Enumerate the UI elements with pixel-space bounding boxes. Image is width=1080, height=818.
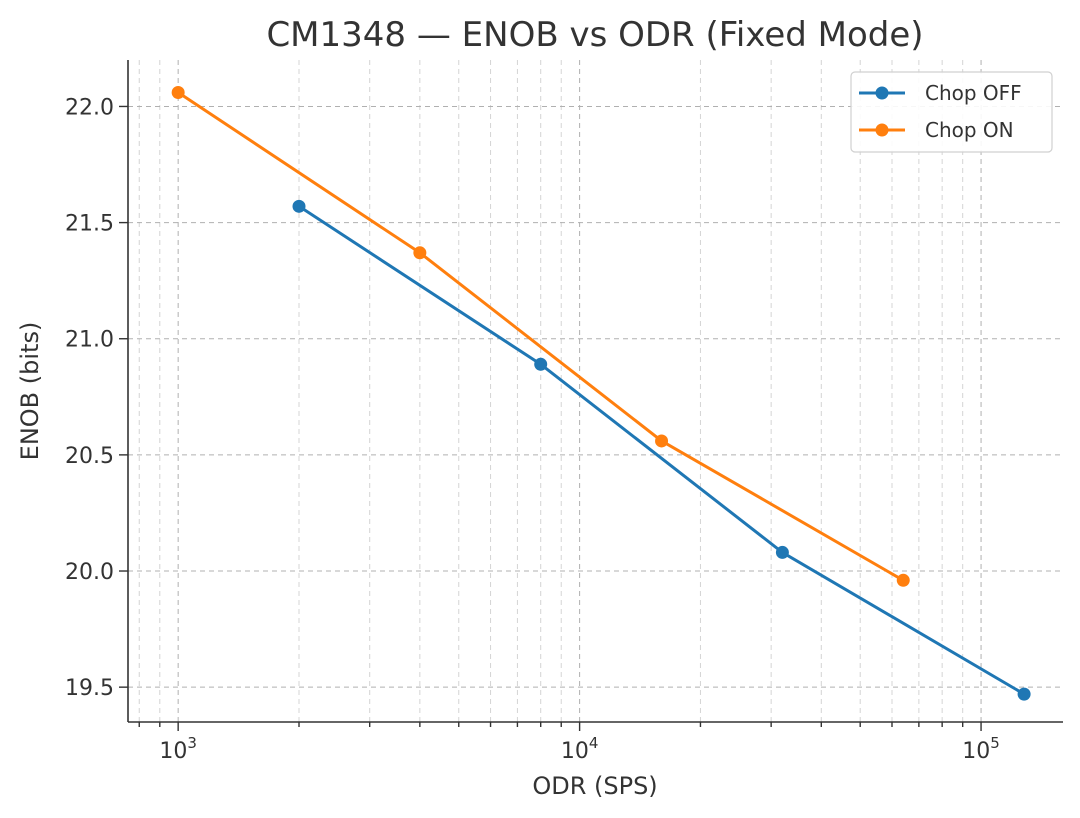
x-tick-label: 103 [159,734,197,764]
axes [127,60,1063,723]
data-point [775,545,789,559]
data-point [534,357,548,371]
legend: Chop OFF Chop ON [850,71,1053,153]
y-tick-label: 21.0 [65,328,114,353]
data-point [1017,687,1031,701]
data-point [413,246,427,260]
legend-label: Chop OFF [925,81,1022,105]
series-line [177,91,904,582]
y-tick-label: 20.5 [65,444,114,469]
series-0 [292,199,1031,701]
grid-lines [128,60,1063,722]
y-axis-ticks: 19.5 20.0 20.5 21.0 21.5 22.0 [65,95,128,701]
legend-swatch-marker [875,86,889,100]
series-1 [171,86,910,587]
x-tick-label: 104 [561,734,599,764]
data-point [292,199,306,213]
x-tick-label: 105 [962,734,1000,764]
data-series [171,86,1031,701]
y-axis-label: ENOB (bits) [16,322,44,461]
data-point [655,434,669,448]
chart-title: CM1348 — ENOB vs ODR (Fixed Mode) [266,15,923,55]
y-tick-label: 19.5 [65,676,114,701]
series-line [298,205,1025,696]
data-point [171,86,185,100]
x-axis-label: ODR (SPS) [532,772,657,800]
y-tick-label: 21.5 [65,212,114,237]
data-point [896,573,910,587]
legend-swatch-marker [875,123,889,137]
legend-label: Chop ON [925,118,1014,142]
x-axis-ticks: 103 104 105 [138,722,1000,764]
y-tick-label: 22.0 [65,95,114,120]
y-tick-label: 20.0 [65,560,114,585]
